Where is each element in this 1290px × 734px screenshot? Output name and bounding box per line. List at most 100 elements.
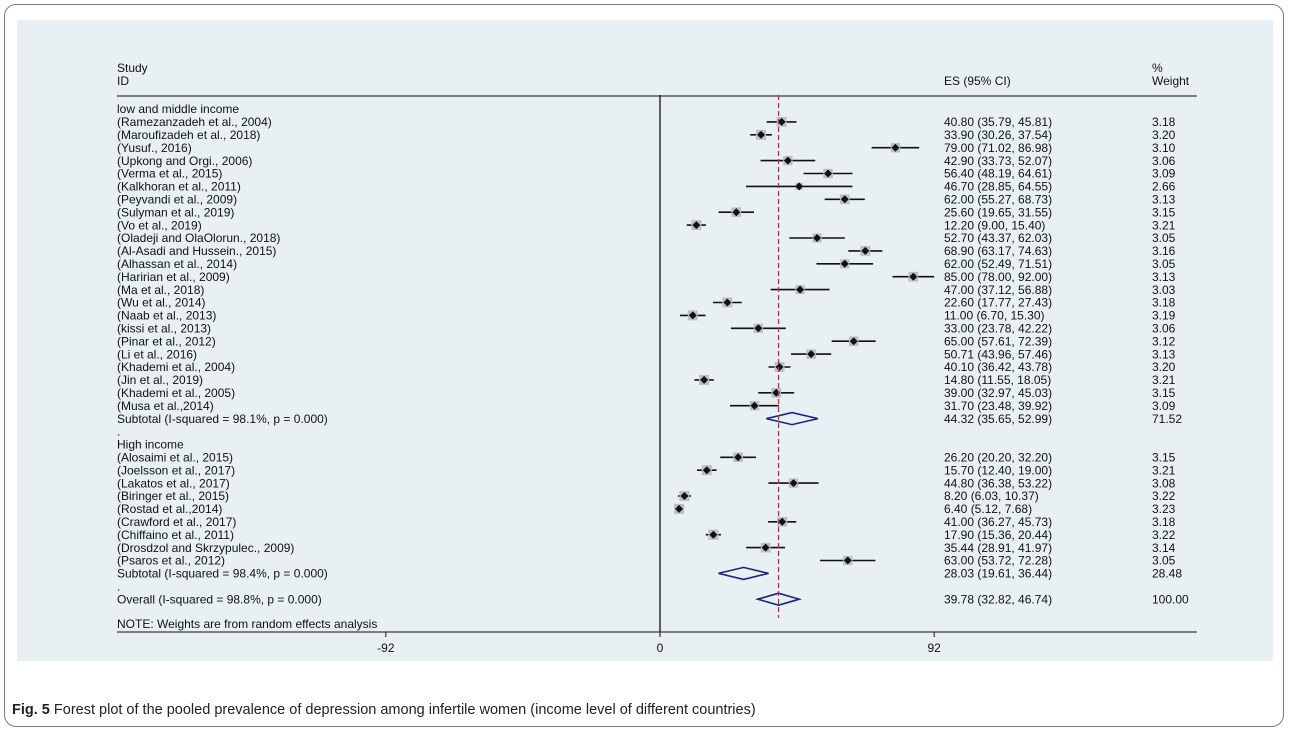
weight-value: 3.03 <box>1152 283 1176 297</box>
es-ci-value: 68.90 (63.17, 74.63) <box>944 244 1052 258</box>
study-label: (Naab et al., 2013) <box>117 309 216 323</box>
study-label: (Rostad et al.,2014) <box>117 502 222 516</box>
point-estimate <box>702 466 711 475</box>
point-estimate <box>700 375 709 384</box>
point-estimate <box>909 272 918 281</box>
es-ci-value: 26.20 (20.20, 32.20) <box>944 451 1052 465</box>
point-estimate <box>849 337 858 346</box>
point-estimate <box>777 117 786 126</box>
es-ci-value: 62.00 (55.27, 68.73) <box>944 193 1052 207</box>
es-ci-value: 39.78 (32.82, 46.74) <box>944 592 1052 606</box>
weight-value: 3.13 <box>1152 193 1176 207</box>
weight-value: 3.12 <box>1152 334 1176 348</box>
rows-layer: low and middle income(Ramezanzadeh et al… <box>117 102 1189 606</box>
weight-value: 3.21 <box>1152 218 1176 232</box>
point-estimate <box>675 504 684 513</box>
caption-label: Fig. 5 <box>12 702 50 718</box>
study-label: (Peyvandi et al., 2009) <box>117 193 237 207</box>
weight-value: 3.20 <box>1152 128 1176 142</box>
weight-value: 3.05 <box>1152 554 1176 568</box>
group-label: low and middle income <box>117 102 239 116</box>
study-label: (Vo et al., 2019) <box>117 218 202 232</box>
point-estimate <box>680 492 689 500</box>
es-ci-value: 79.00 (71.02, 86.98) <box>944 141 1052 155</box>
weight-value: 3.16 <box>1152 244 1176 258</box>
es-ci-value: 33.00 (23.78, 42.22) <box>944 322 1052 336</box>
subtotal-diamond <box>718 566 769 581</box>
point-estimate <box>824 169 833 178</box>
weight-value: 3.09 <box>1152 167 1176 181</box>
axis-layer: -92 0 92 <box>117 95 1197 655</box>
plot-background <box>17 20 1273 661</box>
es-ci-value: 40.80 (35.79, 45.81) <box>944 115 1052 129</box>
es-ci-value: 39.00 (32.97, 45.03) <box>944 386 1052 400</box>
x-tick-label: 0 <box>657 641 664 655</box>
figure-frame <box>4 4 1284 727</box>
study-label: (Sulyman et al., 2019) <box>117 205 234 219</box>
study-label: (Ma et al., 2018) <box>117 283 204 297</box>
point-estimate <box>688 311 697 320</box>
weight-value: 3.09 <box>1152 399 1176 413</box>
point-estimate <box>783 156 792 165</box>
es-ci-value: 31.70 (23.48, 39.92) <box>944 399 1052 413</box>
weight-value: 2.66 <box>1152 180 1176 194</box>
weight-value: 3.22 <box>1152 489 1176 503</box>
es-ci-value: 42.90 (33.73, 52.07) <box>944 154 1052 168</box>
es-ci-value: 52.70 (43.37, 62.03) <box>944 231 1052 245</box>
weight-value: 3.15 <box>1152 451 1176 465</box>
point-estimate <box>732 208 741 217</box>
weight-value: 3.18 <box>1152 115 1176 129</box>
study-label: (Jin et al., 2019) <box>117 373 203 387</box>
point-estimate <box>723 298 732 307</box>
point-estimate <box>750 401 759 410</box>
x-tick-label: -92 <box>377 641 395 655</box>
study-label: (Musa et al.,2014) <box>117 399 214 413</box>
subtotal-diamond <box>766 411 819 426</box>
study-label: (Chiffaino et al., 2011) <box>117 528 234 542</box>
weight-value: 3.18 <box>1152 296 1176 310</box>
weight-value: 3.19 <box>1152 309 1176 323</box>
es-ci-value: 44.80 (36.38, 53.22) <box>944 476 1052 490</box>
separator-dot: . <box>117 580 120 594</box>
study-label: (Biringer et al., 2015) <box>117 489 229 503</box>
weight-value: 3.13 <box>1152 270 1176 284</box>
study-label: (Oladeji and OlaOlorun., 2018) <box>117 231 280 245</box>
weight-value: 3.23 <box>1152 502 1176 516</box>
weight-value: 3.06 <box>1152 322 1176 336</box>
study-label: (Khademi et al., 2004) <box>117 360 235 374</box>
x-tick-label: 92 <box>927 641 941 655</box>
study-label: (Li et al., 2016) <box>117 347 197 361</box>
point-estimate <box>891 143 900 152</box>
weight-value: 3.06 <box>1152 154 1176 168</box>
weight-value: 3.05 <box>1152 257 1176 271</box>
weight-header-line1: % <box>1152 61 1163 75</box>
weight-value: 3.21 <box>1152 463 1176 477</box>
es-ci-value: 46.70 (28.85, 64.55) <box>944 180 1052 194</box>
es-ci-value: 63.00 (53.72, 72.28) <box>944 554 1052 568</box>
es-ci-value: 33.90 (30.26, 37.54) <box>944 128 1052 142</box>
point-estimate <box>692 221 701 230</box>
subtotal-label: Subtotal (I-squared = 98.4%, p = 0.000) <box>117 567 328 581</box>
separator-dot: . <box>117 425 120 439</box>
point-estimate <box>813 234 822 242</box>
study-label: (Verma et al., 2015) <box>117 167 222 181</box>
es-ci-value: 22.60 (17.77, 27.43) <box>944 296 1052 310</box>
point-estimate <box>754 324 763 333</box>
es-header: ES (95% CI) <box>944 74 1011 88</box>
weights-note: NOTE: Weights are from random effects an… <box>117 617 377 631</box>
study-label: (kissi et al., 2013) <box>117 322 211 336</box>
weight-value: 71.52 <box>1152 412 1182 426</box>
figure-caption: Fig. 5 Forest plot of the pooled prevale… <box>12 702 756 718</box>
point-estimate <box>761 543 770 552</box>
study-label: (Pinar et al., 2012) <box>117 334 216 348</box>
point-estimate <box>796 285 805 294</box>
subtotal-label: Subtotal (I-squared = 98.1%, p = 0.000) <box>117 412 328 426</box>
es-ci-value: 62.00 (52.49, 71.51) <box>944 257 1052 271</box>
study-label: (Alosaimi et al., 2015) <box>117 451 233 465</box>
point-estimate <box>778 517 787 526</box>
overall-label: Overall (I-squared = 98.8%, p = 0.000) <box>117 592 322 606</box>
point-estimate <box>843 556 852 565</box>
es-ci-value: 14.80 (11.55, 18.05) <box>944 373 1051 387</box>
weight-value: 3.14 <box>1152 541 1176 555</box>
study-label: (Crawford et al., 2017) <box>117 515 236 529</box>
